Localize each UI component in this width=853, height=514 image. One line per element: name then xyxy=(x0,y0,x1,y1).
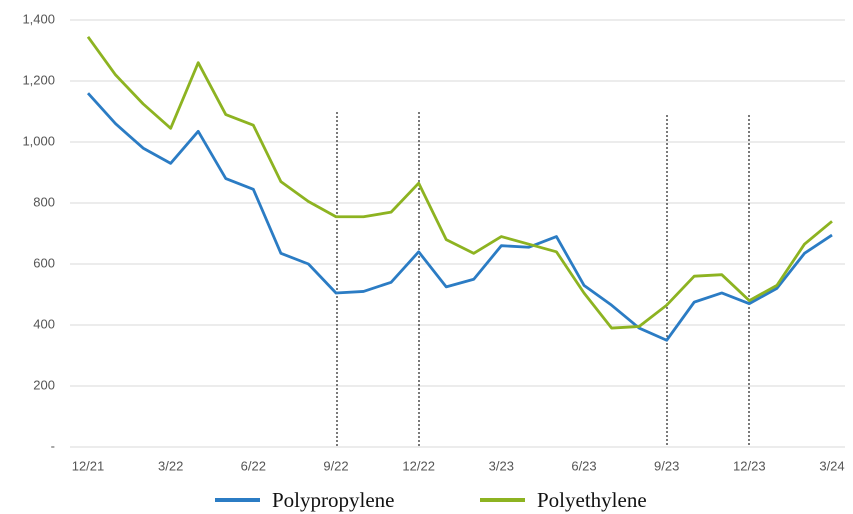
x-tick-label: 6/22 xyxy=(241,458,266,473)
legend-label: Polypropylene xyxy=(272,488,394,512)
x-tick-label: 6/23 xyxy=(571,458,596,473)
x-tick-label: 12/22 xyxy=(402,458,435,473)
y-tick-label: 1,400 xyxy=(22,11,55,26)
x-tick-label: 12/23 xyxy=(733,458,766,473)
y-tick-label: 800 xyxy=(33,194,55,209)
x-tick-label: 3/24 xyxy=(819,458,844,473)
y-tick-label: 1,200 xyxy=(22,72,55,87)
x-tick-label: 9/23 xyxy=(654,458,679,473)
y-tick-label: 400 xyxy=(33,316,55,331)
x-tick-label: 12/21 xyxy=(72,458,105,473)
y-tick-label: 200 xyxy=(33,377,55,392)
x-tick-label: 3/22 xyxy=(158,458,183,473)
y-tick-label: - xyxy=(51,438,55,453)
x-tick-label: 3/23 xyxy=(489,458,514,473)
grid xyxy=(70,19,845,448)
y-tick-label: 600 xyxy=(33,255,55,270)
x-tick-label: 9/22 xyxy=(323,458,348,473)
annotation-lines xyxy=(336,112,750,447)
legend-label: Polyethylene xyxy=(537,488,647,512)
line xyxy=(86,92,833,342)
line xyxy=(86,35,833,330)
y-tick-label: 1,000 xyxy=(22,133,55,148)
